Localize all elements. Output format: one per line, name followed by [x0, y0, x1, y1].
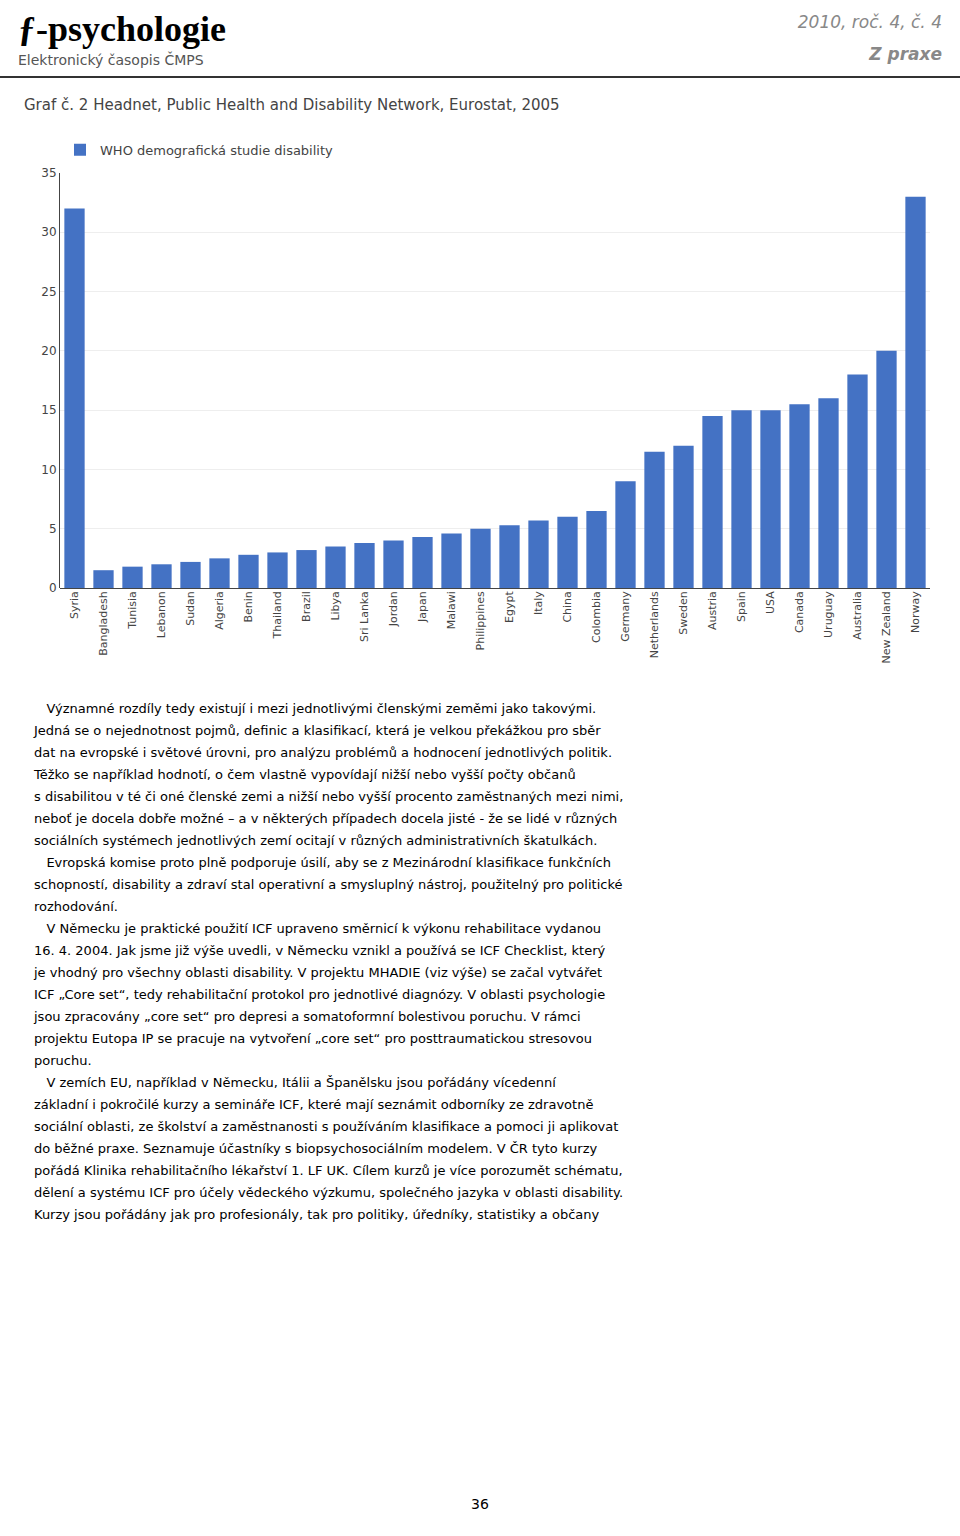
svg-text:Brazil: Brazil	[300, 591, 313, 622]
svg-text:35: 35	[41, 166, 56, 180]
html-text:dat na evropské i světové úrov: dat na evropské i světové úrovni, pro an…	[34, 745, 612, 760]
html-text:neboť je docela dobře možné –: neboť je docela dobře možné – a v někter…	[34, 811, 618, 826]
svg-text:USA: USA	[764, 591, 777, 614]
html-text:Kurzy jsou pořádány jak pro pr: Kurzy jsou pořádány jak pro profesionály…	[34, 1207, 600, 1222]
html-text:s disabilitou v té či oné člen: s disabilitou v té či oné členské zemi a…	[34, 789, 624, 804]
svg-text:Netherlands: Netherlands	[648, 591, 661, 658]
svg-text:Sweden: Sweden	[677, 591, 690, 634]
html-text:základní i pokročilé kurzy a s: základní i pokročilé kurzy a semináře IC…	[34, 1097, 594, 1112]
svg-text:Colombia: Colombia	[590, 591, 603, 643]
html-text:36: 36	[471, 1496, 489, 1512]
svg-text:Norway: Norway	[909, 591, 922, 633]
svg-text:China: China	[561, 591, 574, 622]
svg-text:New Zealand: New Zealand	[880, 591, 893, 663]
html-text:ICF „Core set“, tedy rehabilit: ICF „Core set“, tedy rehabilitační proto…	[34, 987, 606, 1002]
html-text:16. 4. 2004. Jak jsme již výše: 16. 4. 2004. Jak jsme již výše uvedli, v…	[34, 943, 606, 958]
svg-text:20: 20	[41, 344, 56, 358]
html-text:Jedná se o nejednotnost pojmů,: Jedná se o nejednotnost pojmů, definic a…	[34, 723, 601, 738]
html-text:do běžné praxe. Seznamuje účas: do běžné praxe. Seznamuje účastníky s bi…	[34, 1141, 598, 1156]
html-text:jsou zpracovány „core set“ pro: jsou zpracovány „core set“ pro depresi a…	[34, 1009, 581, 1024]
svg-text:5: 5	[49, 522, 57, 536]
svg-text:Libya: Libya	[329, 591, 342, 620]
svg-text:Malawi: Malawi	[445, 591, 458, 629]
html-text:V Německu je praktické použití: V Německu je praktické použití ICF uprav…	[34, 921, 602, 936]
svg-text:Thailand: Thailand	[271, 591, 284, 639]
svg-text:Bangladesh: Bangladesh	[97, 591, 110, 656]
svg-text:Syria: Syria	[68, 591, 81, 619]
html-text:je vhodný pro všechny oblasti: je vhodný pro všechny oblasti disability…	[34, 965, 603, 980]
svg-text:Sri Lanka: Sri Lanka	[358, 591, 371, 642]
html-text:rozhodování.: rozhodování.	[34, 899, 118, 914]
html-text:projektu Eutopa IP se pracuje: projektu Eutopa IP se pracuje na vytvoře…	[34, 1031, 592, 1046]
svg-text:Uruguay: Uruguay	[822, 591, 835, 638]
html-text:V zemích EU, například v Němec: V zemích EU, například v Německu, Itálii…	[34, 1075, 556, 1090]
html-text:dělení a systému ICF pro účely: dělení a systému ICF pro účely vědeckého…	[34, 1185, 624, 1200]
svg-text:10: 10	[41, 463, 56, 477]
svg-text:Italy: Italy	[532, 591, 545, 615]
html-text:Evropská komise proto plně pod: Evropská komise proto plně podporuje úsi…	[34, 855, 611, 870]
svg-text:Lebanon: Lebanon	[155, 591, 168, 638]
svg-text:Canada: Canada	[793, 591, 806, 633]
svg-text:30: 30	[41, 225, 56, 239]
svg-text:25: 25	[41, 285, 56, 299]
html-text:2010, roč. 4, č. 4: 2010, roč. 4, č. 4	[797, 12, 942, 32]
html-text:ƒ -psychologie: ƒ -psychologie	[18, 9, 226, 49]
html-text:sociálních systémech jednotliv: sociálních systémech jednotlivých zemí o…	[34, 833, 598, 848]
svg-text:Jordan: Jordan	[387, 591, 400, 627]
svg-text:Sudan: Sudan	[184, 591, 197, 626]
html-text:Elektronický časopis ČMPS: Elektronický časopis ČMPS	[18, 52, 204, 68]
html-text:Z praxe: Z praxe	[869, 44, 942, 64]
html-text:Těžko se například hodnotí, o: Těžko se například hodnotí, o čem vlastn…	[34, 767, 576, 782]
svg-text:Benin: Benin	[242, 591, 255, 622]
svg-text:Tunisia: Tunisia	[126, 591, 139, 630]
svg-text:Australia: Australia	[851, 591, 864, 640]
svg-text:WHO demografická studie disabi: WHO demografická studie disability	[100, 143, 333, 158]
svg-text:0: 0	[49, 581, 57, 595]
svg-text:Spain: Spain	[735, 591, 748, 622]
svg-text:15: 15	[41, 403, 56, 417]
svg-text:Graf č. 2 Headnet, Public Heal: Graf č. 2 Headnet, Public Health and Dis…	[24, 96, 560, 114]
svg-text:Austria: Austria	[706, 591, 719, 630]
svg-text:Germany: Germany	[619, 591, 632, 642]
html-text:schopností, disability a zdrav: schopností, disability a zdraví stal ope…	[34, 877, 623, 892]
svg-text:Egypt: Egypt	[503, 591, 516, 623]
html-text:sociální oblasti, ze školství: sociální oblasti, ze školství a zaměstna…	[34, 1119, 619, 1134]
html-text:Významné rozdíly tedy existují: Významné rozdíly tedy existují i mezi je…	[34, 701, 597, 716]
html-text:pořádá Klinika rehabilitačního: pořádá Klinika rehabilitačního lékařství…	[34, 1163, 623, 1178]
svg-text:Algeria: Algeria	[213, 591, 226, 630]
svg-text:Philippines: Philippines	[474, 591, 487, 651]
html-text:poruchu.: poruchu.	[34, 1053, 92, 1068]
svg-text:Japan: Japan	[416, 591, 429, 623]
